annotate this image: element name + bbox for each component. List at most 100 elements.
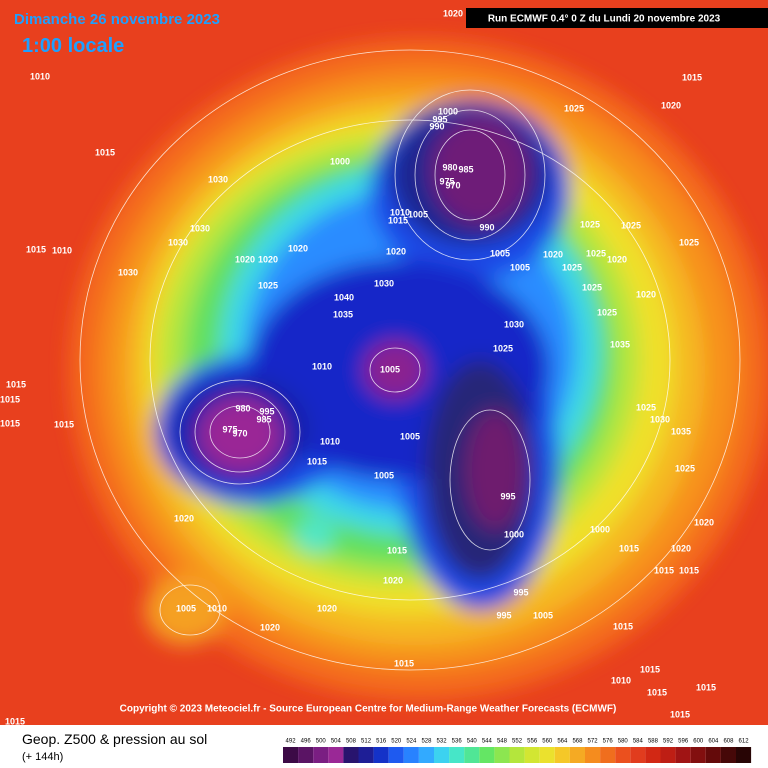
colorbar-label: 584 xyxy=(633,739,644,745)
colorbar-label: 576 xyxy=(603,739,614,745)
isobar-label: 1015 xyxy=(5,716,25,726)
isobar-label: 1020 xyxy=(174,513,194,523)
colorbar-cell xyxy=(675,747,691,763)
isobar-label: 1015 xyxy=(6,379,26,389)
run-box xyxy=(466,8,768,28)
isobar-label: 970 xyxy=(445,180,460,190)
isobar-label: 1015 xyxy=(640,664,660,674)
isobar-label: 1035 xyxy=(610,339,630,349)
isobar-label: 1010 xyxy=(207,603,227,613)
colorbar-label: 604 xyxy=(708,739,719,745)
isobar-label: 1025 xyxy=(493,343,513,353)
colorbar-label: 572 xyxy=(588,739,599,745)
colorbar-cell xyxy=(660,747,676,763)
colorbar-label: 588 xyxy=(648,739,659,745)
colorbar-cell xyxy=(585,747,601,763)
isobar-label: 1015 xyxy=(679,565,699,575)
isobar-label: 975 xyxy=(222,424,237,434)
isobar-label: 1000 xyxy=(438,106,458,116)
isobar-label: 1015 xyxy=(0,394,20,404)
isobar-label: 1030 xyxy=(374,278,394,288)
colorbar-cell xyxy=(343,747,359,763)
isobar-label: 1005 xyxy=(510,262,530,272)
lead-time: (+ 144h) xyxy=(22,751,63,763)
colorbar-cell xyxy=(328,747,344,763)
isobar-label: 1015 xyxy=(95,147,115,157)
isobar-label: 1030 xyxy=(168,237,188,247)
isobar-label: 1005 xyxy=(380,364,400,374)
isobar-label: 1015 xyxy=(670,709,690,719)
isobar-label: 1025 xyxy=(582,282,602,292)
isobar-label: 1020 xyxy=(661,100,681,110)
colorbar-cell xyxy=(313,747,329,763)
isobar-label: 1020 xyxy=(694,517,714,527)
isobar-label: 1030 xyxy=(650,414,670,424)
colorbar-label: 528 xyxy=(421,739,432,745)
colorbar-cell xyxy=(403,747,419,763)
colorbar-cell xyxy=(615,747,631,763)
colorbar-cell xyxy=(388,747,404,763)
isobar-label: 970 xyxy=(232,428,247,438)
isobar-label: 980 xyxy=(442,162,457,172)
colorbar-label: 560 xyxy=(542,739,553,745)
isobar-label: 1015 xyxy=(0,418,20,428)
isobar-label: 985 xyxy=(458,164,473,174)
colorbar-cell xyxy=(418,747,434,763)
forecast-time: 1:00 locale xyxy=(22,35,124,57)
colorbar-label: 496 xyxy=(301,739,312,745)
isobar-label: 1035 xyxy=(671,426,691,436)
isobar-label: 1000 xyxy=(590,524,610,534)
isobar-label: 1040 xyxy=(334,292,354,302)
colorbar-cell xyxy=(434,747,450,763)
colorbar-cell xyxy=(690,747,706,763)
isobar-label: 1030 xyxy=(504,319,524,329)
isobar-label: 1010 xyxy=(390,207,410,217)
colorbar-cell xyxy=(358,747,374,763)
isobar-label: 1010 xyxy=(312,361,332,371)
isobar-label: 1020 xyxy=(258,254,278,264)
forecast-date: Dimanche 26 novembre 2023 xyxy=(14,11,220,28)
isobar-label: 1015 xyxy=(654,565,674,575)
isobar-label: 1025 xyxy=(586,248,606,258)
isobar-label: 1015 xyxy=(613,621,633,631)
isobar-label: 1015 xyxy=(647,687,667,697)
isobar-label: 1010 xyxy=(320,436,340,446)
isobar-label: 1015 xyxy=(394,658,414,668)
isobar-label: 1005 xyxy=(408,209,428,219)
colorbar-cell xyxy=(479,747,495,763)
colorbar-label: 568 xyxy=(572,739,583,745)
colorbar-cell xyxy=(494,747,510,763)
isobar-label: 1025 xyxy=(679,237,699,247)
isobar-label: 995 xyxy=(496,610,511,620)
isobar-label: 1015 xyxy=(388,215,408,225)
isobar-label: 1020 xyxy=(260,622,280,632)
isobar-label: 1005 xyxy=(400,431,420,441)
isobar-label: 1025 xyxy=(562,262,582,272)
isobar-label: 1015 xyxy=(619,543,639,553)
colorbar-cell xyxy=(298,747,314,763)
colorbar-label: 540 xyxy=(467,739,478,745)
isobar-label: 1015 xyxy=(682,72,702,82)
colorbar-cell xyxy=(600,747,616,763)
run-info: Run ECMWF 0.4° 0 Z du Lundi 20 novembre … xyxy=(488,14,721,25)
colorbar-label: 596 xyxy=(678,739,689,745)
colorbar-label: 512 xyxy=(361,739,372,745)
isobar-label: 1020 xyxy=(383,575,403,585)
isobar-label: 1015 xyxy=(696,682,716,692)
isobar-label: 1000 xyxy=(504,529,524,539)
colorbar-cell xyxy=(720,747,736,763)
colorbar-label: 536 xyxy=(452,739,463,745)
colorbar-label: 548 xyxy=(497,739,508,745)
colorbar-cell xyxy=(509,747,525,763)
isobar-label: 1025 xyxy=(258,280,278,290)
isobar-label: 980 xyxy=(235,403,250,413)
isobar-label: 1025 xyxy=(597,307,617,317)
colorbar-cell xyxy=(554,747,570,763)
isobar-label: 1020 xyxy=(607,254,627,264)
isobar-label: 1020 xyxy=(443,8,463,18)
colorbar-label: 516 xyxy=(376,739,387,745)
colorbar-cell xyxy=(630,747,646,763)
isobar-label: 1025 xyxy=(580,219,600,229)
geopotential-field xyxy=(0,0,768,725)
